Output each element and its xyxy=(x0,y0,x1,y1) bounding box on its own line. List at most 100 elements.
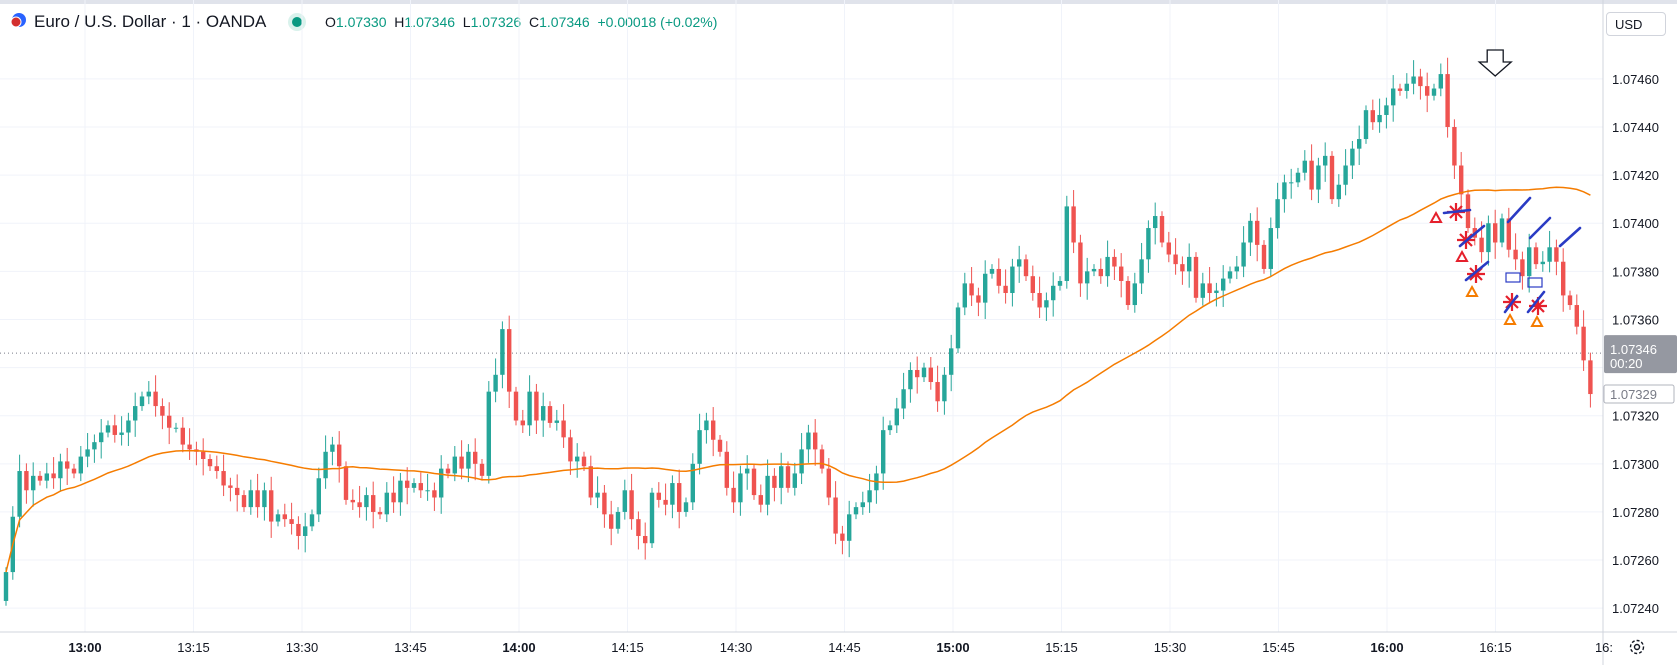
candle-body xyxy=(724,451,729,488)
candle-body xyxy=(1064,206,1069,281)
down-arrow-marker xyxy=(1477,49,1513,77)
candle-body xyxy=(983,273,988,303)
candle-body xyxy=(1153,216,1158,229)
candle-body xyxy=(1125,280,1131,306)
candle-body xyxy=(1499,218,1505,243)
candle-body xyxy=(962,283,967,308)
candle-body xyxy=(1275,199,1280,229)
candle-body xyxy=(1180,264,1185,272)
candle-body xyxy=(1017,259,1022,267)
candle-body xyxy=(595,492,600,498)
candle-body xyxy=(1207,283,1212,294)
candle-body xyxy=(853,507,859,515)
candle-body xyxy=(248,490,253,508)
candle-body xyxy=(1513,249,1518,260)
candle-body xyxy=(221,471,226,486)
candle-body xyxy=(1357,139,1362,149)
candle-body xyxy=(262,490,267,508)
candle-body xyxy=(1336,184,1341,200)
candles xyxy=(3,57,1593,606)
candle-body xyxy=(1139,259,1144,284)
candle-body xyxy=(1289,182,1294,184)
price-tick-label: 1.07320 xyxy=(1612,409,1659,424)
slash-marker xyxy=(1526,290,1546,314)
candle-body xyxy=(915,369,920,378)
candle-body xyxy=(520,420,525,426)
candle-body xyxy=(1486,223,1491,253)
candle-body xyxy=(58,461,63,479)
small-box-marker xyxy=(1505,272,1521,283)
candle-body xyxy=(1105,256,1110,277)
candle-body xyxy=(908,369,913,390)
candle-body xyxy=(1295,172,1301,183)
candle-body xyxy=(146,391,151,397)
high-value: 1.07346 xyxy=(404,14,456,30)
candle-body xyxy=(1085,271,1090,284)
gear-icon[interactable] xyxy=(1628,638,1646,656)
top-border xyxy=(0,0,1677,4)
candle-body xyxy=(1540,261,1545,265)
candle-body xyxy=(935,382,940,402)
candle-body xyxy=(527,391,532,426)
candle-body xyxy=(1391,88,1396,106)
candle-body xyxy=(745,468,750,474)
candle-body xyxy=(1377,114,1382,123)
candle-body xyxy=(51,473,56,479)
price-tick-label: 1.07300 xyxy=(1612,457,1659,472)
candle-body xyxy=(398,480,403,503)
candle-body xyxy=(282,514,287,520)
candle-body xyxy=(119,432,124,435)
candle-body xyxy=(432,490,437,498)
ref-price-label: 1.07329 xyxy=(1610,387,1657,402)
candle-body xyxy=(670,483,675,505)
candle-body xyxy=(289,519,294,524)
close-label: C xyxy=(528,14,540,30)
candle-body xyxy=(71,468,77,474)
ref-price-tag xyxy=(1603,384,1675,404)
slash-marker xyxy=(1558,226,1582,248)
time-tick-label: 15:00 xyxy=(936,640,969,655)
candle-body xyxy=(296,523,301,536)
candle-body xyxy=(819,449,825,469)
candle-body xyxy=(1119,266,1124,281)
candle-body xyxy=(1261,244,1267,269)
candle-body xyxy=(1023,259,1029,277)
time-tick-label: 13:00 xyxy=(68,640,101,655)
candle-body xyxy=(1187,256,1192,272)
candle-body xyxy=(1397,88,1403,91)
currency-select[interactable]: USD xyxy=(1606,12,1666,36)
candle-body xyxy=(507,329,512,392)
price-tick-label: 1.07240 xyxy=(1612,601,1659,616)
price-tick-label: 1.07360 xyxy=(1612,312,1659,327)
candle-body xyxy=(439,468,444,498)
candle-body xyxy=(1200,283,1205,298)
candle-body xyxy=(99,432,104,443)
candle-body xyxy=(575,456,580,462)
time-tick-label: 13:30 xyxy=(286,640,319,655)
time-tick-label: 16:00 xyxy=(1370,640,1403,655)
time-axis[interactable]: 13:00 13:15 13:30 13:45 14:00 14:15 14:30 14:45… xyxy=(68,640,1613,655)
price-axis[interactable]: 1.07460 1.07440 1.07420 1.07400 1.07380 1.073… xyxy=(1612,72,1659,616)
candle-body xyxy=(479,463,485,476)
candle-body xyxy=(1459,165,1464,195)
candle-body xyxy=(466,451,471,469)
candle-body xyxy=(847,514,852,541)
candle-body xyxy=(1302,160,1307,173)
candle-body xyxy=(894,408,899,426)
candle-body xyxy=(636,519,641,536)
time-tick-label: 13:15 xyxy=(177,640,210,655)
candle-body xyxy=(976,295,981,303)
candle-body xyxy=(779,466,784,488)
candle-body xyxy=(65,461,70,469)
candle-body xyxy=(792,473,797,488)
candle-body xyxy=(840,533,845,541)
candle-body xyxy=(609,514,614,529)
candle-body xyxy=(364,495,369,508)
time-tick-label: 14:45 xyxy=(828,640,861,655)
candle-body xyxy=(1329,155,1335,200)
symbol-title[interactable]: Euro / U.S. Dollar · 1 · OANDA xyxy=(34,12,267,31)
candle-body xyxy=(1493,223,1498,243)
time-tick-label: 15:45 xyxy=(1262,640,1295,655)
